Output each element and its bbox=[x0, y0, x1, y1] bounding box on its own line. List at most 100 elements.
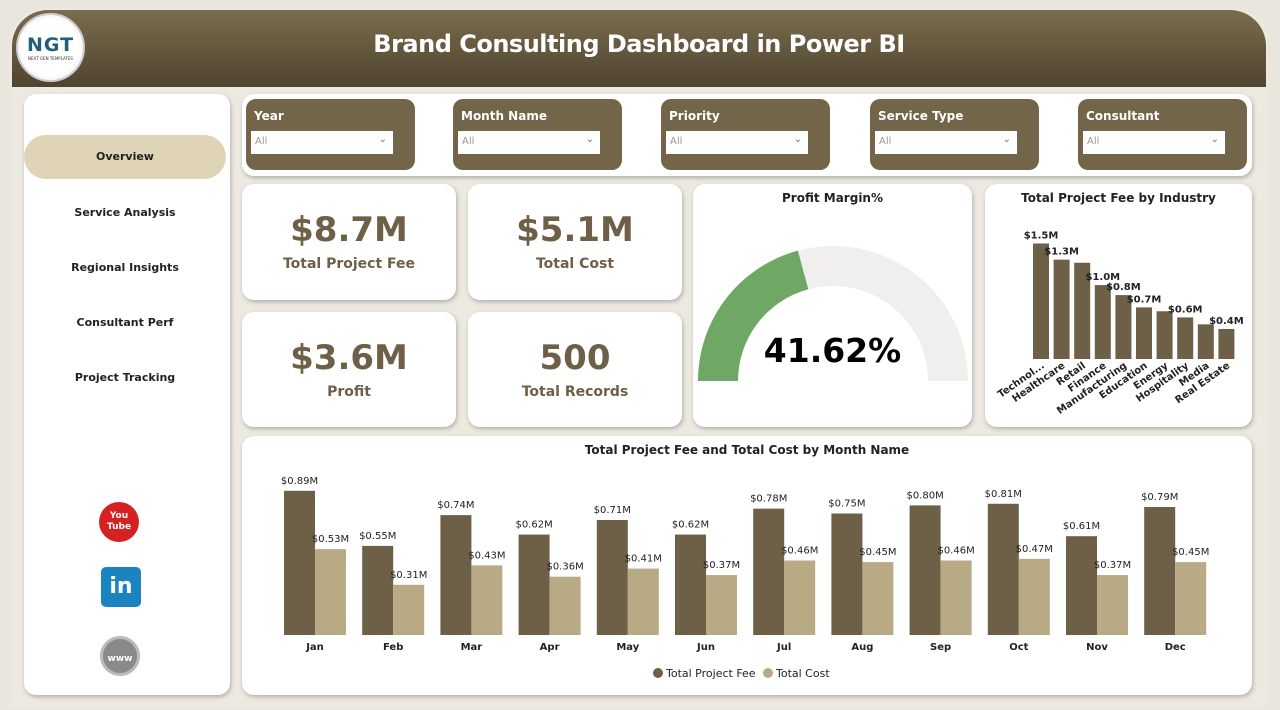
cost-bar bbox=[940, 560, 972, 635]
legend-marker bbox=[653, 668, 663, 678]
chevron-down-icon: ⌄ bbox=[793, 134, 802, 145]
cost-data-label: $0.37M bbox=[1094, 560, 1131, 571]
profit-margin-gauge bbox=[698, 246, 968, 381]
industry-data-label: $0.8M bbox=[1106, 282, 1141, 293]
cost-bar bbox=[1018, 558, 1050, 635]
filter-panel: Year All ⌄ Month Name All ⌄ Priority All ⌄ Ser… bbox=[242, 94, 1252, 176]
industry-bar bbox=[1033, 243, 1049, 359]
gauge-fill bbox=[698, 250, 809, 381]
chevron-down-icon: ⌄ bbox=[378, 134, 387, 145]
gauge-value: 41.62% bbox=[763, 331, 902, 370]
legend-label: Total Project Fee bbox=[665, 667, 756, 680]
cost-data-label: $0.41M bbox=[625, 554, 662, 565]
kpi-total-cost: $5.1M Total Cost bbox=[468, 184, 682, 300]
fee-data-label: $0.79M bbox=[1141, 492, 1178, 503]
kpi-profit: $3.6M Profit bbox=[242, 312, 456, 427]
page-title: Brand Consulting Dashboard in Power BI bbox=[373, 30, 905, 58]
slicer-year: Year All ⌄ bbox=[246, 99, 415, 170]
kpi-total-records: 500 Total Records bbox=[468, 312, 682, 427]
gauge-card: Profit Margin% 41.62% bbox=[693, 184, 972, 427]
month-axis-label: Sep bbox=[930, 642, 951, 653]
month-axis-label: May bbox=[616, 642, 639, 653]
fee-bar bbox=[284, 490, 315, 635]
cost-bar bbox=[862, 562, 894, 635]
nav-regional-insights[interactable]: Regional Insights bbox=[71, 261, 179, 274]
industry-data-label: $1.0M bbox=[1085, 272, 1120, 283]
industry-bar bbox=[1115, 295, 1132, 359]
priority-dropdown[interactable]: All ⌄ bbox=[666, 131, 808, 154]
cost-bar bbox=[393, 584, 425, 635]
fee-data-label: $0.62M bbox=[672, 520, 709, 531]
industry-chart-title: Total Project Fee by Industry bbox=[1021, 191, 1216, 205]
fee-bar bbox=[440, 515, 472, 635]
fee-data-label: $0.74M bbox=[437, 500, 474, 511]
globe-www-icon[interactable]: www bbox=[100, 636, 140, 676]
industry-bar bbox=[1094, 285, 1111, 359]
month-axis-label: Jul bbox=[776, 642, 791, 653]
industry-bar bbox=[1074, 262, 1091, 359]
fee-bar bbox=[909, 505, 941, 635]
industry-chart-card: Total Project Fee by Industry $1.5M Techn… bbox=[985, 184, 1252, 427]
cost-data-label: $0.46M bbox=[781, 545, 818, 556]
fee-data-label: $0.89M bbox=[281, 476, 318, 487]
header-bar: Brand Consulting Dashboard in Power BI bbox=[12, 10, 1266, 87]
fee-bar bbox=[1066, 536, 1097, 635]
legend-marker bbox=[763, 668, 773, 678]
industry-bar bbox=[1218, 328, 1235, 359]
nav-consultant-perf[interactable]: Consultant Perf bbox=[76, 316, 174, 329]
month-axis-label: Aug bbox=[851, 642, 873, 653]
fee-data-label: $0.81M bbox=[985, 489, 1022, 500]
industry-bar bbox=[1136, 307, 1152, 359]
industry-data-label: $0.6M bbox=[1168, 304, 1203, 315]
cost-bar bbox=[627, 568, 659, 635]
consultant-dropdown[interactable]: All ⌄ bbox=[1083, 131, 1225, 154]
chevron-down-icon: ⌄ bbox=[1002, 134, 1011, 145]
industry-bar bbox=[1177, 317, 1194, 359]
month-dropdown[interactable]: All ⌄ bbox=[458, 131, 600, 154]
legend-label: Total Cost bbox=[775, 667, 830, 680]
fee-data-label: $0.78M bbox=[750, 494, 787, 505]
cost-data-label: $0.43M bbox=[468, 550, 505, 561]
month-chart-title: Total Project Fee and Total Cost by Mont… bbox=[584, 443, 910, 457]
industry-data-label: $0.4M bbox=[1209, 316, 1244, 327]
fee-data-label: $0.71M bbox=[594, 505, 631, 516]
year-dropdown[interactable]: All ⌄ bbox=[251, 131, 393, 154]
chevron-down-icon: ⌄ bbox=[1210, 134, 1219, 145]
sidebar: Overview Service Analysis Regional Insig… bbox=[24, 94, 230, 695]
service-type-dropdown[interactable]: All ⌄ bbox=[875, 131, 1017, 154]
industry-bar bbox=[1053, 259, 1070, 359]
month-bar-chart: $0.89M $0.53M Jan $0.55M $0.31M Feb $0.74M $0.4… bbox=[281, 476, 1209, 680]
month-axis-label: Oct bbox=[1009, 642, 1028, 653]
cost-data-label: $0.45M bbox=[1172, 547, 1209, 558]
nav-project-tracking[interactable]: Project Tracking bbox=[74, 371, 176, 384]
kpi-total-project-fee: $8.7M Total Project Fee bbox=[242, 184, 456, 300]
fee-bar bbox=[987, 503, 1019, 635]
nav-service-analysis[interactable]: Service Analysis bbox=[74, 206, 176, 219]
cost-bar bbox=[315, 549, 346, 635]
fee-bar bbox=[753, 508, 785, 635]
youtube-icon[interactable]: You Tube bbox=[99, 502, 139, 542]
industry-bar bbox=[1197, 324, 1214, 359]
industry-bar-chart: $1.5MTechnol...$1.3MHealthcareRetail$1.0… bbox=[996, 231, 1244, 417]
month-axis-label: Apr bbox=[540, 642, 560, 653]
fee-bar bbox=[831, 513, 863, 635]
fee-bar bbox=[675, 534, 706, 635]
cost-bar bbox=[1097, 575, 1128, 635]
nav-overview[interactable]: Overview bbox=[24, 135, 226, 179]
linkedin-icon[interactable]: in bbox=[101, 567, 141, 607]
cost-bar bbox=[706, 575, 737, 635]
cost-data-label: $0.45M bbox=[859, 547, 896, 558]
fee-bar bbox=[1144, 507, 1176, 635]
month-axis-label: Jun bbox=[696, 642, 715, 653]
month-axis-label: Feb bbox=[383, 642, 403, 653]
month-axis-label: Dec bbox=[1165, 642, 1186, 653]
slicer-priority: Priority All ⌄ bbox=[661, 99, 830, 170]
cost-bar bbox=[471, 565, 503, 635]
slicer-month-name: Month Name All ⌄ bbox=[453, 99, 622, 170]
fee-data-label: $0.61M bbox=[1063, 521, 1100, 532]
industry-data-label: $1.5M bbox=[1024, 231, 1059, 242]
cost-bar bbox=[1175, 562, 1207, 635]
industry-bar bbox=[1156, 311, 1173, 359]
fee-data-label: $0.55M bbox=[359, 531, 396, 542]
fee-data-label: $0.80M bbox=[906, 490, 943, 501]
